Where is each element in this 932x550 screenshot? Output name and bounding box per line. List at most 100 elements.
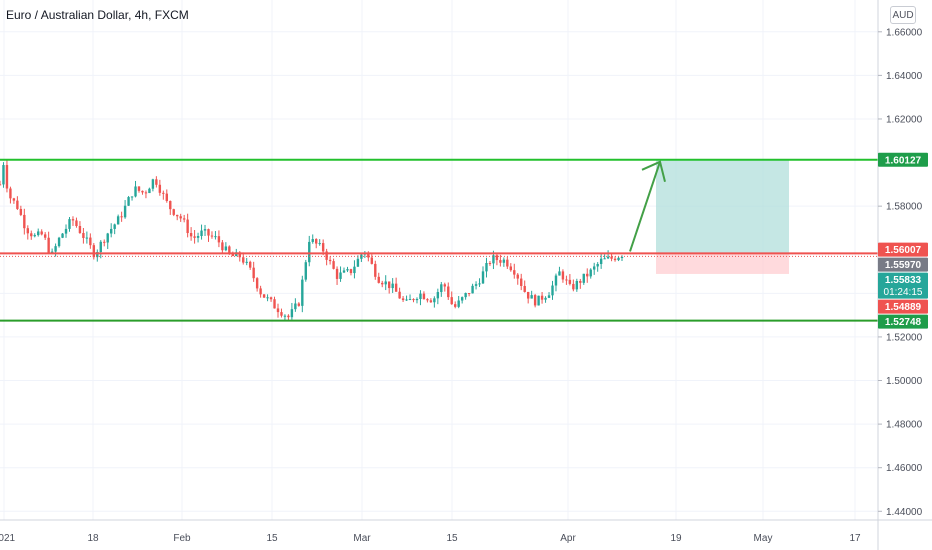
candle-body [318,243,321,245]
projection-arrow[interactable] [629,160,666,252]
candle-body [0,184,2,186]
candle-body [12,198,16,201]
price-label-bg [878,257,928,272]
candle-body [182,218,186,220]
candle-body [509,266,513,271]
candle-body [589,269,592,277]
price-label-bg [878,272,928,299]
candle-body [68,219,71,229]
x-tick-label: 18 [87,533,99,544]
price-label: 1.56007 [885,245,922,256]
candle-body [440,284,443,293]
price-label-bg [878,299,928,314]
candle-body [266,297,269,299]
candle-body [78,225,82,234]
candle-body [381,282,384,285]
candle-body [64,228,68,234]
horizontal-lines[interactable] [0,158,878,322]
candle-body [50,251,54,253]
arrow-shaft[interactable] [629,161,661,252]
candle-body [457,300,460,307]
candle-body [200,230,203,237]
candle-body [346,269,349,271]
candle-body [513,270,516,275]
candle-body [189,233,193,237]
candle-body [474,284,478,286]
candle-body [103,241,106,243]
x-tick-label: May [754,533,773,544]
candle-body [238,252,241,258]
candle-body [401,298,405,301]
candle-body [269,297,273,300]
candle-body [148,188,151,194]
y-tick-label: 1.46000 [886,463,923,474]
candle-body [502,259,506,263]
y-tick-label: 1.66000 [886,27,923,38]
candle-body [328,259,332,262]
candle-body [335,268,339,279]
candle-body [224,246,228,251]
candle-body [575,280,579,290]
candle-body [172,209,175,215]
candle-body [75,220,78,226]
candle-body [415,298,419,301]
candle-body [137,186,141,191]
candle-body [599,258,603,265]
candle-body [377,276,380,283]
candle-body [332,261,335,269]
candle-body [196,236,200,238]
candle-body [283,315,287,317]
currency-button[interactable]: AUD [890,6,916,24]
candle-body [141,190,144,193]
profit-zone[interactable] [656,159,789,254]
candle-body [467,293,471,295]
candle-body [130,196,134,198]
price-label: 1.60127 [885,155,922,166]
candle-body [134,186,137,197]
candle-body [294,303,297,310]
y-tick-label: 1.52000 [886,332,923,343]
candle-body [245,261,248,263]
candle-body [339,272,342,279]
price-label: 1.54889 [885,302,922,313]
candle-body [433,298,436,303]
candle-body [144,192,148,194]
candle-body [61,233,64,238]
candle-body [579,280,582,283]
candle-body [123,205,127,218]
candle-body [207,229,210,236]
price-label: 1.52748 [885,317,922,328]
arrow-head[interactable] [641,160,666,183]
candle-body [499,260,502,263]
loss-zone[interactable] [656,253,789,274]
candle-body [454,304,457,307]
candle-body [23,214,26,229]
y-tick-label: 1.62000 [886,114,923,125]
candle-body [242,257,245,263]
candle-body [37,231,40,236]
candle-body [506,259,509,267]
candle-body [485,263,488,272]
candle-body [537,295,540,306]
price-label-bg [878,242,928,257]
candle-body [526,291,530,299]
candle-body [151,179,155,189]
candle-body [85,237,89,239]
candle-body [5,165,9,189]
candle-body [561,271,565,280]
candle-body [492,255,495,264]
candle-body [19,208,23,215]
candle-body [606,256,610,259]
candle-body [495,255,499,261]
candle-body [311,239,314,242]
candle-body [617,257,620,261]
candle-body [603,258,606,260]
candle-body [262,294,266,298]
candle-body [193,236,196,238]
candle-body [221,242,224,251]
candle-body [443,284,446,287]
y-tick-label: 1.44000 [886,507,923,518]
y-tick-label: 1.50000 [886,376,923,387]
candle-body [186,219,189,234]
